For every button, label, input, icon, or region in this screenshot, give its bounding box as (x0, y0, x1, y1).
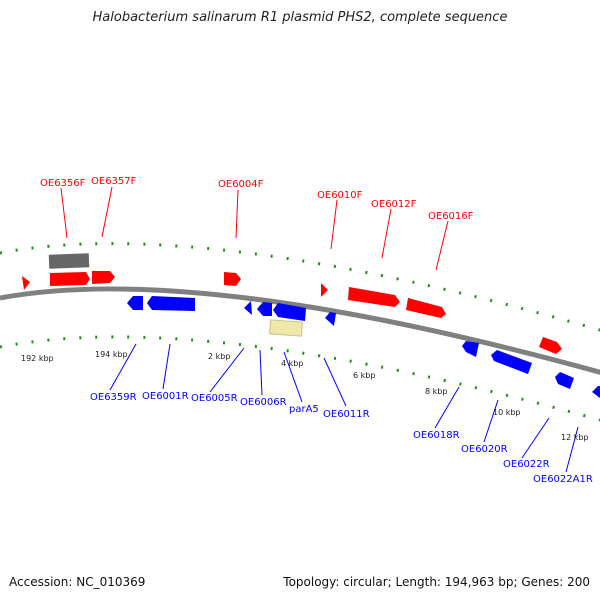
gene-arrow[interactable] (462, 341, 479, 357)
pseudogene-feature[interactable] (269, 319, 303, 337)
gene-arrow[interactable] (491, 350, 532, 374)
gene-arrow[interactable] (224, 272, 241, 286)
kbp-label: 192 kbp (21, 354, 54, 363)
gene-label[interactable]: OE6018R (413, 430, 460, 441)
kbp-label: 4 kbp (281, 359, 303, 368)
gene-label[interactable]: OE6004F (218, 179, 264, 190)
gene-label[interactable]: OE6001R (142, 391, 189, 402)
gene-arrow[interactable] (92, 271, 115, 284)
kbp-label: 12 kbp (561, 433, 589, 442)
gene-arrow[interactable] (22, 276, 30, 290)
inner-tick-ring (0, 335, 600, 422)
gene-arrow[interactable] (244, 301, 252, 315)
accession-text: Accession: NC_010369 (9, 575, 146, 589)
gene-label[interactable]: OE6006R (240, 397, 287, 408)
gene-label[interactable]: OE6020R (461, 444, 508, 455)
gene-arrow[interactable] (321, 283, 328, 297)
gene-label[interactable]: OE6356F (40, 178, 86, 189)
gene-label[interactable]: OE6357F (91, 176, 137, 187)
kbp-label: 8 kbp (425, 387, 447, 396)
forward-gene-features (22, 271, 562, 354)
gene-label[interactable]: OE6011R (323, 409, 370, 420)
other-feature[interactable] (48, 253, 90, 269)
gene-arrow[interactable] (273, 303, 306, 321)
summary-text: Topology: circular; Length: 194,963 bp; … (283, 575, 590, 589)
gene-label[interactable]: OE6010F (317, 190, 363, 201)
gene-label[interactable]: OE6022R (503, 459, 550, 470)
kbp-label: 10 kbp (493, 408, 521, 417)
gene-label[interactable]: OE6359R (90, 392, 137, 403)
backbone (0, 286, 600, 375)
gene-label[interactable]: OE6016F (428, 211, 474, 222)
reverse-leaders (109, 343, 579, 473)
kbp-label: 6 kbp (353, 371, 375, 380)
gene-arrow[interactable] (348, 287, 400, 307)
gene-label[interactable]: OE6005R (191, 393, 238, 404)
gene-arrow[interactable] (325, 312, 336, 326)
gene-arrow[interactable] (50, 272, 90, 286)
gene-arrow[interactable] (147, 296, 195, 311)
gene-label[interactable]: parA5 (289, 404, 319, 415)
gene-arrow[interactable] (539, 337, 562, 354)
outer-tick-ring (0, 242, 600, 332)
gene-arrow[interactable] (257, 302, 272, 316)
reverse-gene-features (127, 296, 600, 398)
gene-arrow[interactable] (592, 386, 600, 398)
kbp-label: 2 kbp (208, 352, 230, 361)
gene-arrow[interactable] (127, 296, 143, 310)
gene-label[interactable]: OE6012F (371, 199, 417, 210)
kbp-label: 194 kbp (95, 350, 128, 359)
gene-arrow[interactable] (406, 298, 446, 318)
forward-leaders (60, 186, 449, 271)
gene-arrow[interactable] (555, 372, 574, 389)
map-title: Halobacterium salinarum R1 plasmid PHS2,… (92, 10, 508, 25)
gene-label[interactable]: OE6022A1R (533, 474, 593, 485)
